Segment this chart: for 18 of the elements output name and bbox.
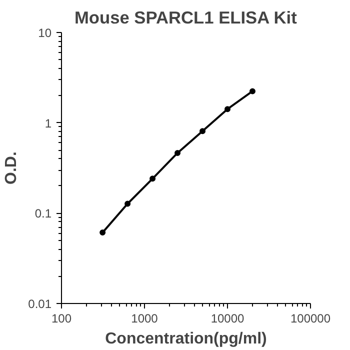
x-axis-title: Concentration(pg/ml) xyxy=(105,330,267,348)
point xyxy=(200,128,206,134)
point xyxy=(249,88,256,94)
x-tick-label: 1000 xyxy=(131,312,158,326)
x-tick-label: 100 xyxy=(51,312,72,326)
point xyxy=(224,106,230,112)
x-tick-label: 100000 xyxy=(290,312,331,326)
y-tick-label: 10 xyxy=(38,26,52,40)
chart-title: Mouse SPARCL1 ELISA Kit xyxy=(74,8,298,28)
point xyxy=(174,150,181,156)
point xyxy=(124,200,131,207)
y-tick-label: 1 xyxy=(44,116,52,130)
point xyxy=(150,176,156,182)
y-tick-label: 0.01 xyxy=(28,297,52,311)
point xyxy=(100,230,106,236)
y-axis-title: O.D. xyxy=(3,152,20,184)
y-tick-label: 0.1 xyxy=(34,206,52,221)
x-tick-label: 10000 xyxy=(210,312,245,326)
